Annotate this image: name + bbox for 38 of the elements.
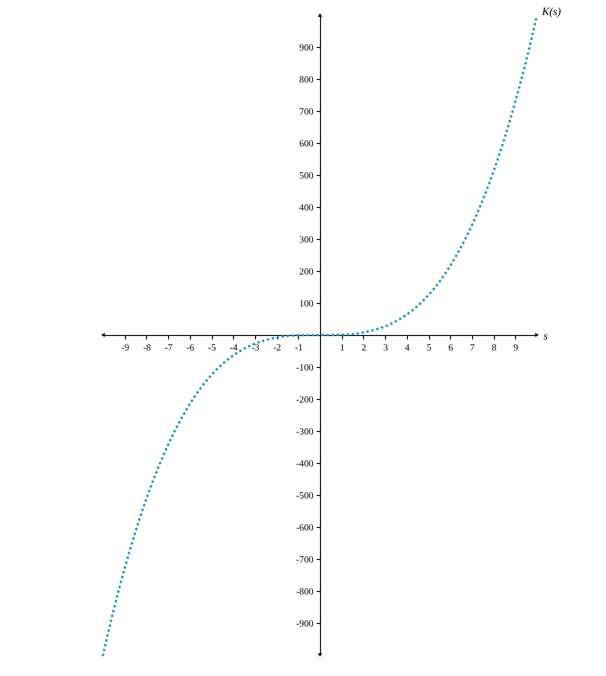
- y-tick-label: -900: [296, 620, 314, 630]
- y-tick-label: 600: [299, 140, 314, 150]
- x-tick-label: 9: [513, 344, 518, 354]
- series-label: K(s): [541, 6, 562, 18]
- y-tick-label: 100: [299, 300, 314, 310]
- y-tick-label: -100: [296, 364, 314, 374]
- y-tick-label: -800: [296, 588, 314, 598]
- x-tick-label: 1: [340, 344, 345, 354]
- y-tick-label: -600: [296, 524, 314, 534]
- x-tick-label: 3: [383, 344, 388, 354]
- x-tick-label: -9: [121, 344, 130, 354]
- y-tick-label: 500: [299, 172, 314, 182]
- x-tick-label: -6: [186, 344, 195, 354]
- y-tick-label: 900: [299, 44, 314, 54]
- x-tick-label: 7: [470, 344, 476, 354]
- x-tick-label: -7: [164, 344, 173, 354]
- y-tick-label: 200: [299, 268, 314, 278]
- y-tick-label: -400: [296, 460, 314, 470]
- x-tick-label: -2: [273, 344, 282, 354]
- x-tick-label: -5: [208, 344, 216, 354]
- x-tick-label: 5: [426, 344, 432, 354]
- y-tick-label: 300: [299, 236, 314, 246]
- y-tick-label: -700: [296, 556, 314, 566]
- y-tick-label: 400: [299, 204, 314, 214]
- x-tick-label: -4: [230, 344, 238, 354]
- x-tick-label: -1: [294, 344, 304, 354]
- y-tick-label: -200: [296, 396, 314, 406]
- x-axis-title: s: [544, 330, 548, 342]
- x-tick-label: 4: [404, 344, 410, 354]
- y-tick-label: 700: [299, 108, 314, 118]
- x-tick-label: 2: [362, 344, 367, 354]
- y-tick-label: -300: [296, 428, 314, 438]
- y-tick-label: -500: [296, 492, 314, 502]
- y-tick-label: 800: [299, 76, 314, 86]
- x-tick-label: 6: [448, 344, 454, 354]
- x-tick-label: 8: [492, 344, 497, 354]
- x-tick-label: -8: [142, 344, 152, 354]
- x-tick-label: -3: [251, 344, 260, 354]
